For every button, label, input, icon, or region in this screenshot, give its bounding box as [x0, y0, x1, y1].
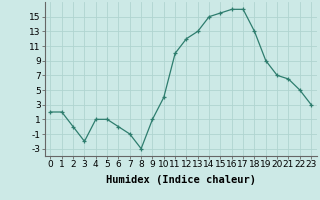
X-axis label: Humidex (Indice chaleur): Humidex (Indice chaleur): [106, 175, 256, 185]
